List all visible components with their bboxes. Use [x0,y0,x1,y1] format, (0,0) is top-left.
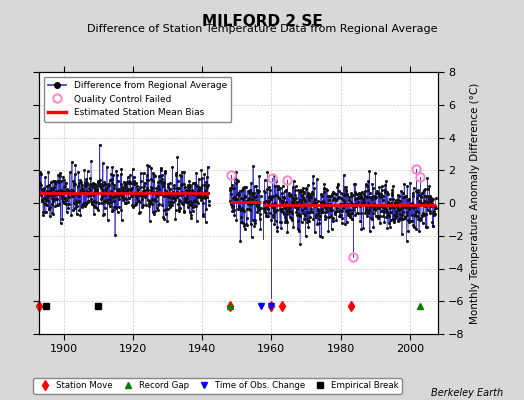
Text: MILFORD 2 SE: MILFORD 2 SE [202,14,322,29]
Legend: Difference from Regional Average, Quality Control Failed, Estimated Station Mean: Difference from Regional Average, Qualit… [44,76,232,122]
Text: Difference of Station Temperature Data from Regional Average: Difference of Station Temperature Data f… [87,24,437,34]
Legend: Station Move, Record Gap, Time of Obs. Change, Empirical Break: Station Move, Record Gap, Time of Obs. C… [33,378,402,394]
Y-axis label: Monthly Temperature Anomaly Difference (°C): Monthly Temperature Anomaly Difference (… [470,82,480,324]
Text: Berkeley Earth: Berkeley Earth [431,388,503,398]
